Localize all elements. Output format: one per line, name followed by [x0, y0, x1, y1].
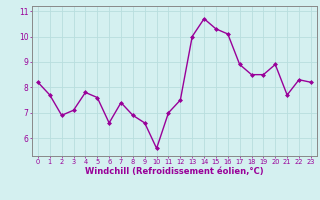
X-axis label: Windchill (Refroidissement éolien,°C): Windchill (Refroidissement éolien,°C) — [85, 167, 264, 176]
